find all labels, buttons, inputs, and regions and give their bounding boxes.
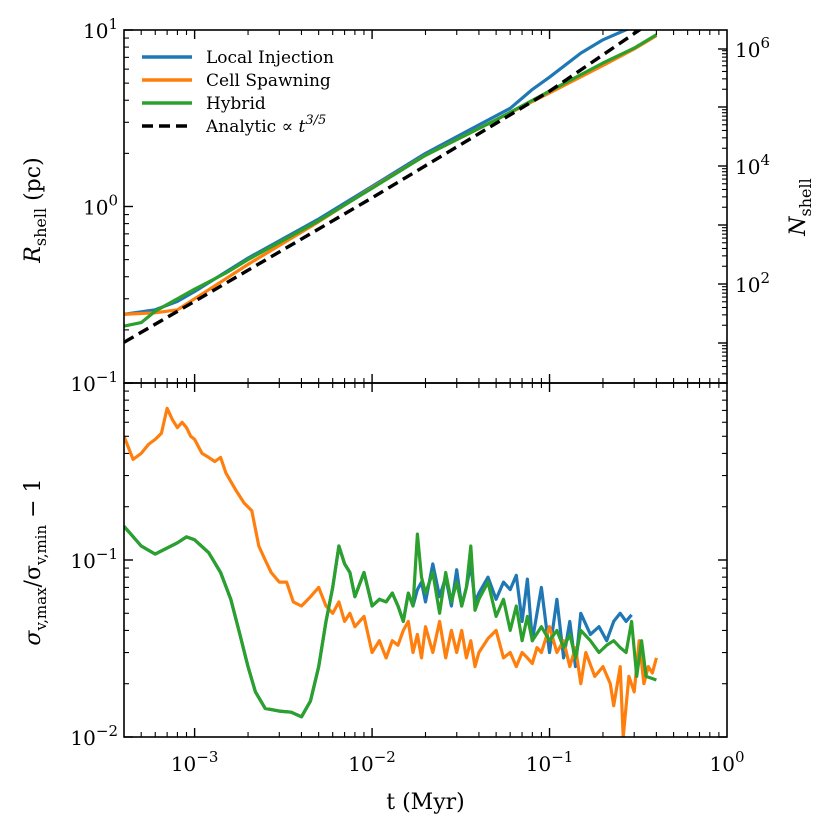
legend-label: Hybrid (206, 94, 266, 114)
legend-label: Cell Spawning (206, 71, 331, 91)
bottom-series-line-hybrid (124, 525, 657, 719)
x-tick-label: 10−3 (171, 748, 219, 776)
legend-label: Analytic ∝ t3/5 (205, 113, 326, 137)
right-tick-label: 106 (735, 34, 770, 62)
y-tick-label: 100 (83, 192, 118, 220)
x-tick-label: 10−2 (348, 748, 396, 776)
bottom-series-lines (124, 406, 658, 737)
y-tick-label: 10−1 (70, 368, 118, 396)
top-series-line-hybrid (124, 33, 658, 328)
top-series-line-local-injection (124, 30, 630, 316)
right-tick-label: 104 (735, 151, 770, 179)
bottom-series-line-local-injection (124, 525, 633, 719)
legend: Local Injection Cell Spawning HybridAnalyt… (142, 48, 334, 137)
y-tick-label: 101 (83, 15, 118, 43)
top-series-lines (124, 30, 658, 344)
bottom-panel: 10−2 10−1 10−3 10−2 10−1 100 (70, 382, 745, 776)
right-tick-label: 102 (735, 269, 770, 297)
top-panel: 10−1 100 101 102 104 106 Nshell Local Injectio… (70, 15, 815, 396)
top-series-line-analytic-t (124, 30, 643, 344)
y-tick-label: 10−2 (70, 722, 118, 750)
x-axis-label: t (Myr) (386, 790, 464, 815)
bottom-series-line-cell-spawning (124, 406, 658, 737)
x-tick-label: 100 (710, 748, 745, 776)
bottom-y-axis-label: σv,max/σv,min − 1 (21, 478, 50, 645)
top-y-axis-label: Rshell (pc) (21, 157, 50, 263)
bottom-axes: 10−2 10−1 10−3 10−2 10−1 100 (70, 382, 745, 776)
legend-label: Local Injection (206, 48, 334, 68)
right-axis-label: Nshell (786, 178, 815, 236)
top-axes: 10−1 100 101 102 104 106 Nshell (70, 15, 815, 396)
y-tick-label: 10−1 (70, 545, 118, 573)
x-tick-label: 10−1 (526, 748, 574, 776)
axis-labels: Rshell (pc) σv,max/σv,min − 1 t (Myr) (21, 157, 465, 815)
